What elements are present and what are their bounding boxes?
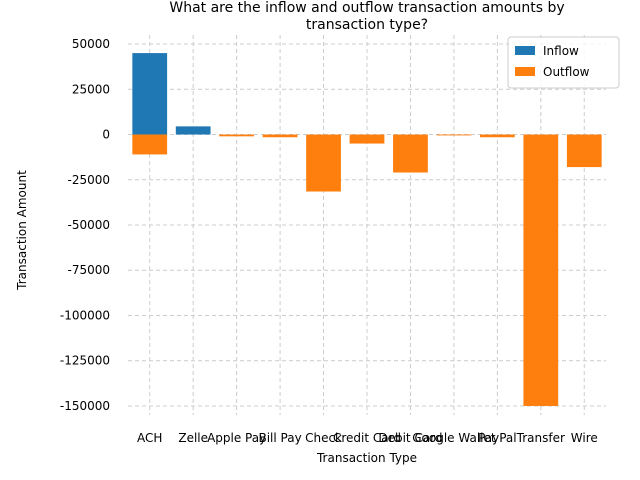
y-tick-label: -50000 <box>67 218 110 232</box>
bar-outflow-paypal <box>479 134 515 138</box>
y-tick-label: -75000 <box>67 263 110 277</box>
legend-label-inflow: Inflow <box>543 44 579 58</box>
y-tick-label: -150000 <box>60 399 110 413</box>
y-tick-label: 25000 <box>72 82 110 96</box>
y-ticks-layer: 50000 25000 0 -25000 -50000 -75000 -100000 -125… <box>60 37 110 413</box>
bar-outflow-credit-card <box>349 134 385 144</box>
y-tick-label: -125000 <box>60 354 110 368</box>
bar-outflow-wire <box>566 134 602 168</box>
x-axis-label: Transaction Type <box>316 451 417 465</box>
x-tick-label: Credit Card <box>333 431 401 445</box>
grid-layer <box>128 35 606 415</box>
bar-inflow-zelle <box>175 126 211 135</box>
x-tick-label: Google Wallet <box>412 431 496 445</box>
y-tick-label: -25000 <box>67 173 110 187</box>
legend-box <box>507 36 620 89</box>
bar-outflow-google-wallet <box>436 134 472 136</box>
x-tick-label: PayPal <box>478 431 517 445</box>
x-tick-label: Transfer <box>516 431 565 445</box>
bar-outflow-transfer <box>523 134 559 406</box>
bar-outflow-debit-card <box>393 134 428 173</box>
x-tick-label: Apple Pay <box>207 431 266 445</box>
x-tick-label: Wire <box>571 431 598 445</box>
x-tick-label: Bill Pay <box>258 431 301 445</box>
bars-layer <box>132 53 602 406</box>
x-tick-label: ACH <box>137 431 162 445</box>
legend: Inflow Outflow <box>507 36 620 89</box>
y-tick-label: -100000 <box>60 308 110 322</box>
legend-swatch-inflow <box>515 46 535 55</box>
y-tick-label: 0 <box>102 128 110 142</box>
x-tick-label: Check <box>305 431 342 445</box>
bar-outflow-ach <box>132 134 168 155</box>
legend-swatch-outflow <box>515 67 535 76</box>
legend-label-outflow: Outflow <box>543 65 590 79</box>
chart-title-line-2: transaction type? <box>306 17 428 33</box>
y-axis-label: Transaction Amount <box>15 170 29 291</box>
bar-outflow-apple-pay <box>219 134 255 137</box>
bar-outflow-bill-pay <box>262 134 298 138</box>
bar-outflow-check <box>306 134 341 192</box>
x-tick-label: Zelle <box>178 431 208 445</box>
chart-title-line-1: What are the inflow and outflow transact… <box>169 0 564 16</box>
x-tick-label: Debit Card <box>378 431 442 445</box>
y-tick-label: 50000 <box>72 37 110 51</box>
bar-inflow-ach <box>132 53 168 135</box>
